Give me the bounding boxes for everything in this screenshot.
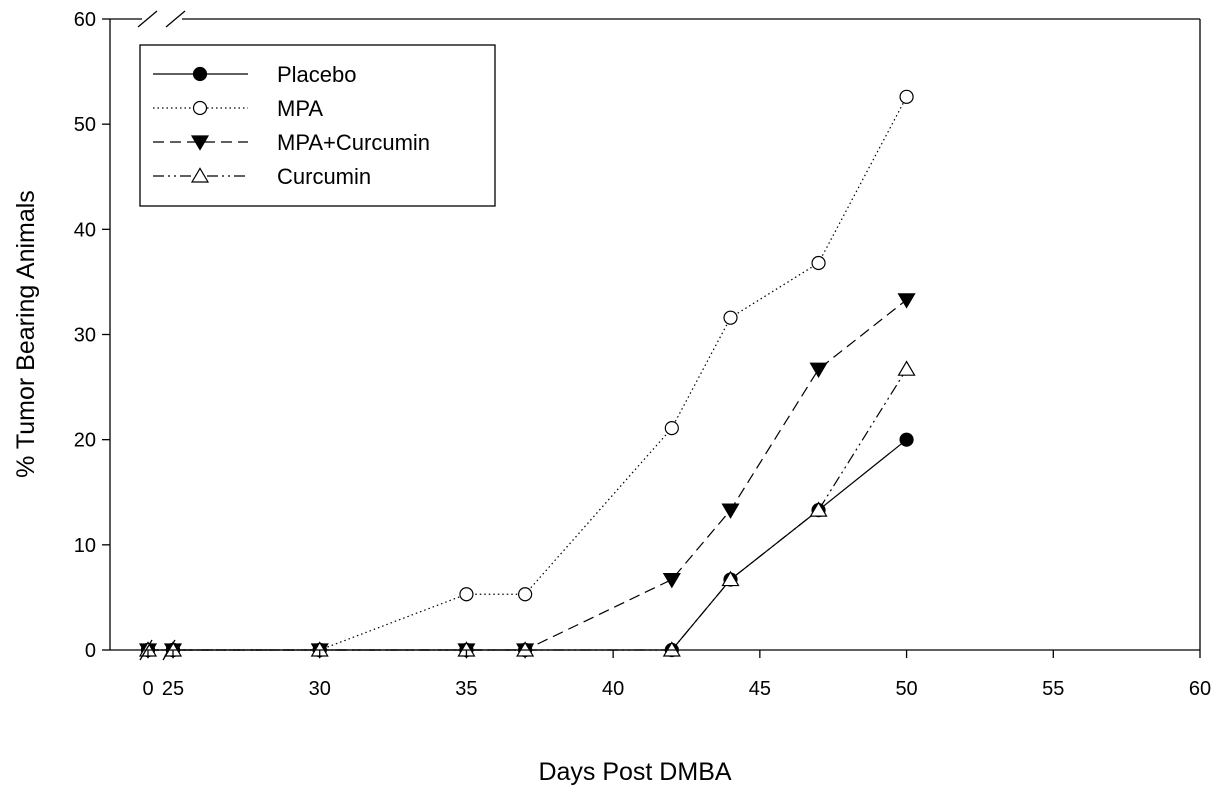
y-tick-label: 10 — [74, 535, 96, 557]
y-tick-label: 50 — [74, 114, 96, 136]
data-point — [897, 293, 916, 309]
x-tick-label: 40 — [602, 678, 624, 700]
data-point — [721, 570, 740, 587]
y-tick-layer: 0 10 20 30 40 50 60 — [74, 9, 110, 662]
data-point — [518, 587, 533, 602]
y-tick-label: 30 — [74, 325, 96, 347]
data-point — [809, 362, 828, 378]
y-break-mark — [137, 10, 158, 28]
data-point — [897, 360, 916, 376]
x-tick-label: 60 — [1189, 678, 1211, 700]
series-line — [148, 368, 908, 651]
x-tick-label: 50 — [895, 678, 917, 700]
data-point — [662, 641, 681, 657]
x-tick-label: 25 — [162, 678, 184, 700]
x-tick-label: 35 — [455, 678, 477, 700]
data-point — [516, 641, 535, 657]
data-point — [459, 587, 474, 602]
y-tick-label: 60 — [74, 9, 96, 31]
x-tick-layer: 0 25 30 35 40 45 50 55 60 — [142, 650, 1211, 700]
x-tick-label: 45 — [749, 678, 771, 700]
data-point — [811, 255, 826, 271]
legend-marker — [190, 167, 210, 183]
data-point — [664, 420, 679, 436]
data-point — [809, 501, 828, 517]
legend-label: MPA — [277, 96, 323, 121]
x-axis-title: Days Post DMBA — [538, 758, 731, 786]
x-break-mark — [139, 639, 153, 661]
data-point — [723, 310, 738, 325]
x-tick-label: 55 — [1042, 678, 1064, 700]
legend-label: Placebo — [277, 62, 357, 87]
x-tick-label: 0 — [142, 678, 153, 700]
legend-marker — [192, 100, 208, 116]
data-point — [662, 572, 681, 589]
legend-marker — [192, 66, 208, 82]
legend-label: Curcumin — [277, 164, 371, 189]
x-break-mark — [162, 639, 176, 661]
y-tick-label: 20 — [74, 430, 96, 452]
y-tick-label: 40 — [74, 219, 96, 241]
x-tick-label: 30 — [309, 678, 331, 700]
legend: Placebo MPA MPA+Curcumin Curcumin — [139, 44, 496, 207]
y-break-mark — [165, 10, 186, 28]
data-point — [899, 89, 914, 104]
data-point — [721, 503, 740, 519]
y-tick-label: 0 — [85, 640, 96, 662]
legend-marker — [190, 135, 210, 151]
data-point — [899, 432, 914, 447]
series — [138, 360, 916, 657]
y-axis-title: % Tumor Bearing Animals — [12, 190, 40, 478]
legend-label: MPA+Curcumin — [277, 130, 430, 155]
